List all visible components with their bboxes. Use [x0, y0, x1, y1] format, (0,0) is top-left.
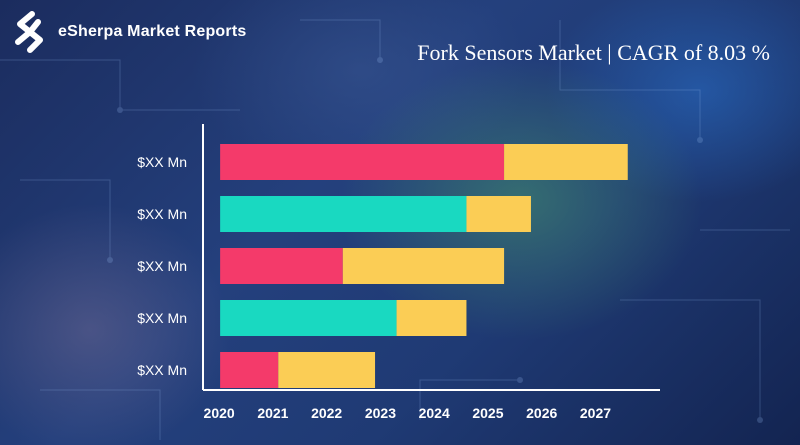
bar-segment-2-primary [220, 196, 467, 232]
y-tick-label-2: $XX Mn [137, 206, 187, 222]
brand-logo[interactable]: eSherpa Market Reports [8, 10, 246, 54]
y-tick-label-1: $XX Mn [137, 154, 187, 170]
bar-segment-3-primary [220, 248, 343, 284]
x-tick-label-2023: 2023 [365, 405, 396, 421]
chart-title: Fork Sensors Market | CAGR of 8.03 % [417, 40, 770, 65]
bar-segment-4-secondary [396, 300, 467, 336]
x-tick-label-2021: 2021 [257, 405, 288, 421]
bar-segment-3-secondary [342, 248, 505, 284]
x-tick-label-2027: 2027 [580, 405, 611, 421]
bar-segment-1-secondary [504, 144, 628, 180]
bar-segment-5-secondary [278, 352, 376, 388]
x-tick-label-2022: 2022 [311, 405, 342, 421]
bar-segment-2-secondary [466, 196, 531, 232]
sherpa-s-logo-icon [15, 11, 43, 53]
x-tick-label-2025: 2025 [472, 405, 503, 421]
x-tick-label-2024: 2024 [419, 405, 450, 421]
x-tick-label-2020: 2020 [204, 405, 235, 421]
bar-segment-5-primary [220, 352, 279, 388]
y-tick-label-3: $XX Mn [137, 258, 187, 274]
brand-name: eSherpa Market Reports [58, 23, 247, 40]
y-tick-label-4: $XX Mn [137, 310, 187, 326]
bar-segment-4-primary [220, 300, 397, 336]
bar-segment-1-primary [220, 144, 505, 180]
x-tick-label-2026: 2026 [526, 405, 557, 421]
y-tick-label-5: $XX Mn [137, 362, 187, 378]
